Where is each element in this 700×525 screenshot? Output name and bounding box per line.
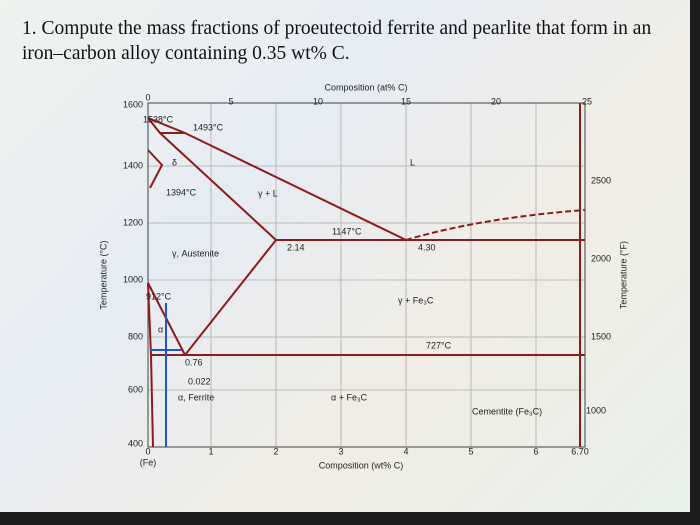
- label-0022: 0.022: [188, 376, 211, 386]
- label-1147: 1147°C: [332, 226, 362, 236]
- label-cementite: Cementite (Fe₃C): [472, 406, 542, 416]
- top-tick: 20: [491, 96, 501, 106]
- label-214: 2.14: [287, 242, 305, 252]
- left-tick: 1400: [123, 160, 143, 170]
- label-1493: 1493°C: [193, 122, 224, 132]
- label-delta: δ: [172, 157, 177, 167]
- bottom-tick: 4: [403, 446, 408, 456]
- bottom-tick: 1: [208, 446, 213, 456]
- label-ferrite: α, Ferrite: [178, 392, 214, 402]
- label-gamma-fe3c: γ + Fe₃C: [398, 295, 434, 305]
- bottom-tick: 5: [468, 446, 473, 456]
- label-alpha: α: [158, 324, 163, 334]
- label-1538: 1538°C: [143, 114, 174, 124]
- bottom-tick: 3: [338, 446, 343, 456]
- top-tick: 5: [228, 96, 233, 106]
- right-axis-title: Temperature (°F): [618, 241, 628, 309]
- label-076: 0.76: [185, 357, 203, 367]
- left-axis-title: Temperature (°C): [98, 240, 108, 309]
- left-tick: 1600: [123, 99, 143, 109]
- bottom-tick: 2: [273, 446, 278, 456]
- right-tick: 1500: [591, 331, 611, 341]
- top-tick: 25: [582, 96, 592, 106]
- bottom-tick: 0: [145, 446, 150, 456]
- label-austenite: γ, Austenite: [172, 248, 219, 258]
- label-gamma-l: γ + L: [258, 188, 278, 198]
- fe-label: (Fe): [140, 457, 157, 467]
- label-430: 4.30: [418, 242, 436, 252]
- label-727: 727°C: [426, 340, 452, 350]
- right-tick: 2500: [591, 175, 611, 185]
- grid: [147, 102, 586, 448]
- page: 1. Compute the mass fractions of proeute…: [0, 0, 690, 512]
- left-tick: 400: [128, 438, 143, 448]
- left-tick: 600: [128, 384, 143, 394]
- top-tick: 10: [313, 96, 323, 106]
- label-1394: 1394°C: [166, 187, 197, 197]
- phase-lines: [147, 103, 586, 448]
- right-tick: 2000: [591, 253, 611, 263]
- label-912: 912°C: [146, 291, 172, 301]
- left-tick: 800: [128, 331, 143, 341]
- top-axis-title: Composition (at% C): [324, 82, 407, 92]
- label-alpha-fe3c: α + Fe₃C: [331, 392, 368, 402]
- bottom-tick: 6.70: [571, 446, 589, 456]
- top-tick: 0: [145, 92, 150, 102]
- left-tick: 1000: [123, 274, 143, 284]
- label-l: L: [410, 157, 415, 167]
- top-tick: 15: [401, 96, 411, 106]
- left-tick: 1200: [123, 217, 143, 227]
- question: 1. Compute the mass fractions of proeute…: [22, 18, 652, 64]
- bottom-axis-title: Composition (wt% C): [319, 460, 404, 470]
- right-tick: 1000: [586, 405, 606, 415]
- bottom-tick: 6: [533, 446, 538, 456]
